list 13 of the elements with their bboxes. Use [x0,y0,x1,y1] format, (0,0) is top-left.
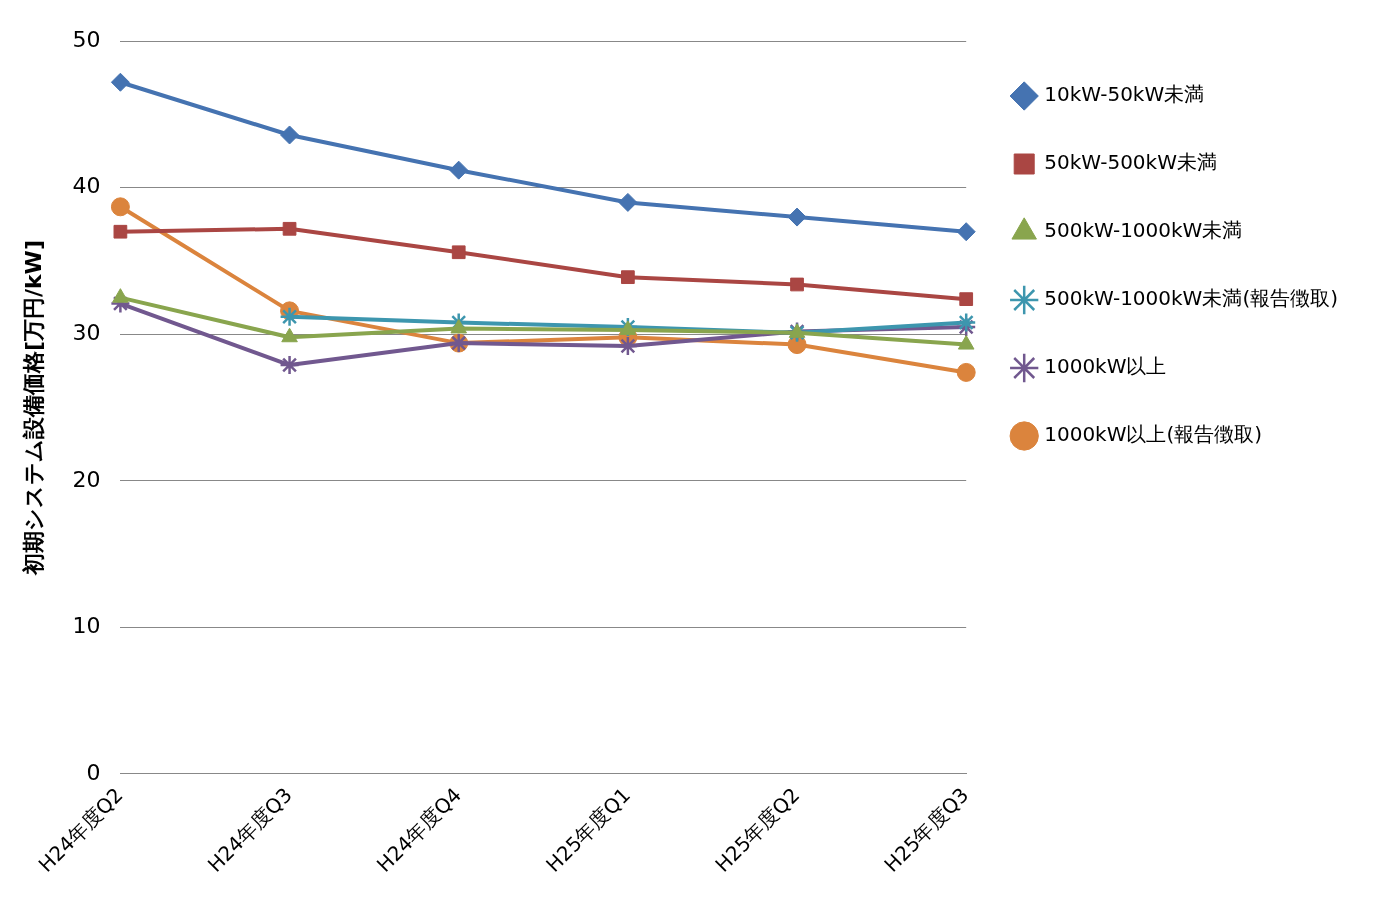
legend-label: 10kW-50kW未満 [1044,82,1205,107]
y-axis-title: 初期システム設備価格[万円/kW] [20,240,46,577]
y-tick-label: 0 [86,759,101,785]
y-tick-label: 50 [72,26,101,52]
y-tick-label: 10 [72,613,101,639]
legend-label: 50kW-500kW未満 [1044,150,1217,175]
legend-label: 500kW-1000kW未満(報告徴取) [1044,286,1339,311]
legend-label: 500kW-1000kW未満 [1044,218,1243,243]
y-tick-label: 40 [72,173,101,199]
legend-label: 1000kW以上 [1044,354,1167,379]
legend-label: 1000kW以上(報告徴取) [1044,422,1263,447]
y-tick-label: 20 [72,466,101,492]
y-tick-label: 30 [72,320,101,346]
